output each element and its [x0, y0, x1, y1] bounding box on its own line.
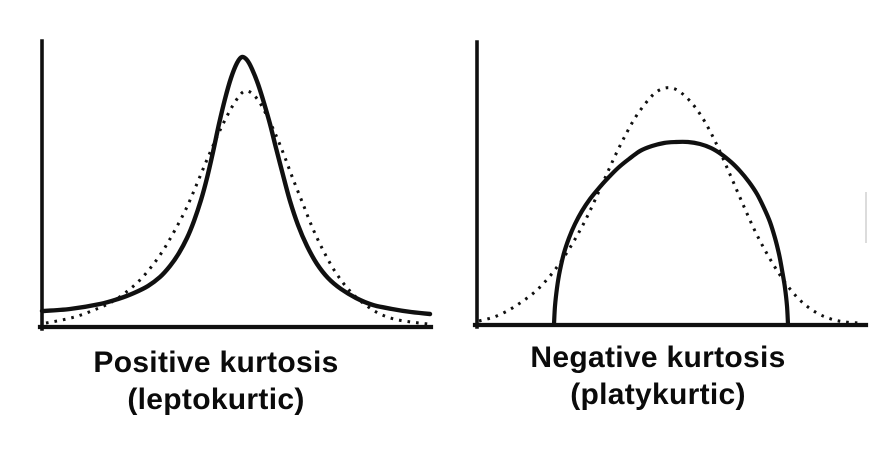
right-panel-caption: Negative kurtosis (platykurtic): [458, 339, 858, 413]
right-caption-line1: Negative kurtosis: [530, 341, 786, 374]
left-caption-line2: (leptokurtic): [127, 383, 305, 416]
normal-reference-left-curve: [45, 89, 429, 326]
right-caption-line2: (platykurtic): [570, 378, 746, 411]
left-caption-line1: Positive kurtosis: [93, 346, 339, 379]
platykurtic-distribution-curve: [551, 139, 791, 327]
leptokurtic-distribution-curve: [39, 54, 433, 317]
normal-reference-right-curve: [478, 86, 861, 325]
left-panel-caption: Positive kurtosis (leptokurtic): [15, 344, 417, 418]
